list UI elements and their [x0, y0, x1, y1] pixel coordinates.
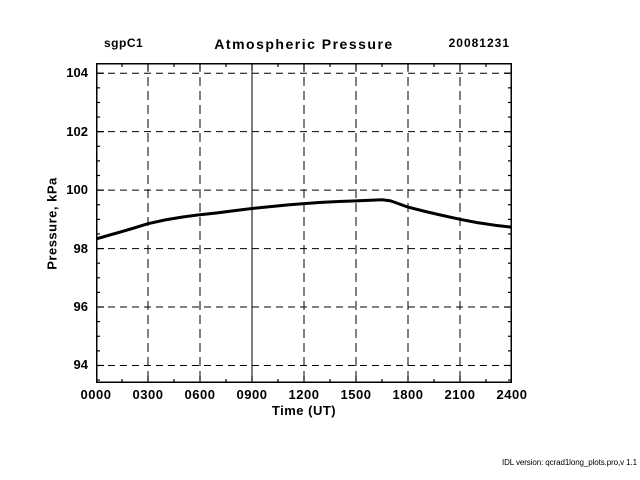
footer-left: Wed Jan 7 02:06:45 2009 Battelle Pacific… — [4, 447, 275, 480]
x-tick-label: 2400 — [496, 387, 528, 402]
plot-title: Atmospheric Pressure — [214, 36, 394, 52]
x-tick-label: 1500 — [340, 387, 372, 402]
plot-border — [96, 63, 512, 383]
x-tick-label: 1800 — [392, 387, 424, 402]
x-tick-label: 2100 — [444, 387, 476, 402]
y-tick-label: 94 — [73, 357, 88, 373]
date-label: 20081231 — [448, 36, 510, 50]
y-tick-label: 98 — [73, 240, 88, 256]
pressure-curve — [96, 198, 512, 241]
y-tick-label: 102 — [66, 123, 88, 139]
site-label: sgpC1 — [104, 36, 144, 50]
plot-area — [96, 63, 512, 383]
idl-version-line: IDL version: qcrad1long_plots.pro,v 1.1 — [502, 458, 637, 467]
x-axis-title: Time (UT) — [271, 403, 337, 418]
x-tick-label: 0900 — [236, 387, 268, 402]
y-axis-title: Pressure, kPa — [44, 177, 60, 270]
x-tick-label: 0600 — [184, 387, 216, 402]
x-tick-label: 0300 — [132, 387, 164, 402]
footer-right: IDL version: qcrad1long_plots.pro,v 1.1 … — [452, 445, 637, 480]
y-tick-label: 96 — [73, 299, 88, 315]
x-tick-label: 0000 — [80, 387, 112, 402]
y-tick-label: 104 — [66, 65, 88, 81]
x-tick-label: 1200 — [288, 387, 320, 402]
y-tick-label: 100 — [66, 182, 88, 198]
